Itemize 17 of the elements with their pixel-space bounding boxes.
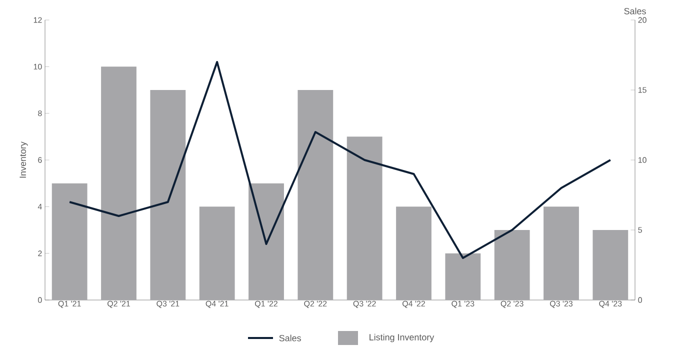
legend-label: Sales [279,334,301,342]
bar [248,183,284,300]
bar [544,206,579,300]
bar [199,206,235,300]
bar [52,183,88,300]
bar [445,253,481,300]
bar [150,90,186,300]
line-series [68,60,612,259]
bar [494,230,530,300]
bar [396,206,432,300]
bar [346,136,382,300]
bar [592,230,628,300]
y2-axis-title: Sales [624,8,646,14]
bar [298,90,334,300]
legend-label: Listing Inventory [370,334,434,342]
y-axis-title: Inventory [20,142,28,178]
bar [101,66,136,300]
